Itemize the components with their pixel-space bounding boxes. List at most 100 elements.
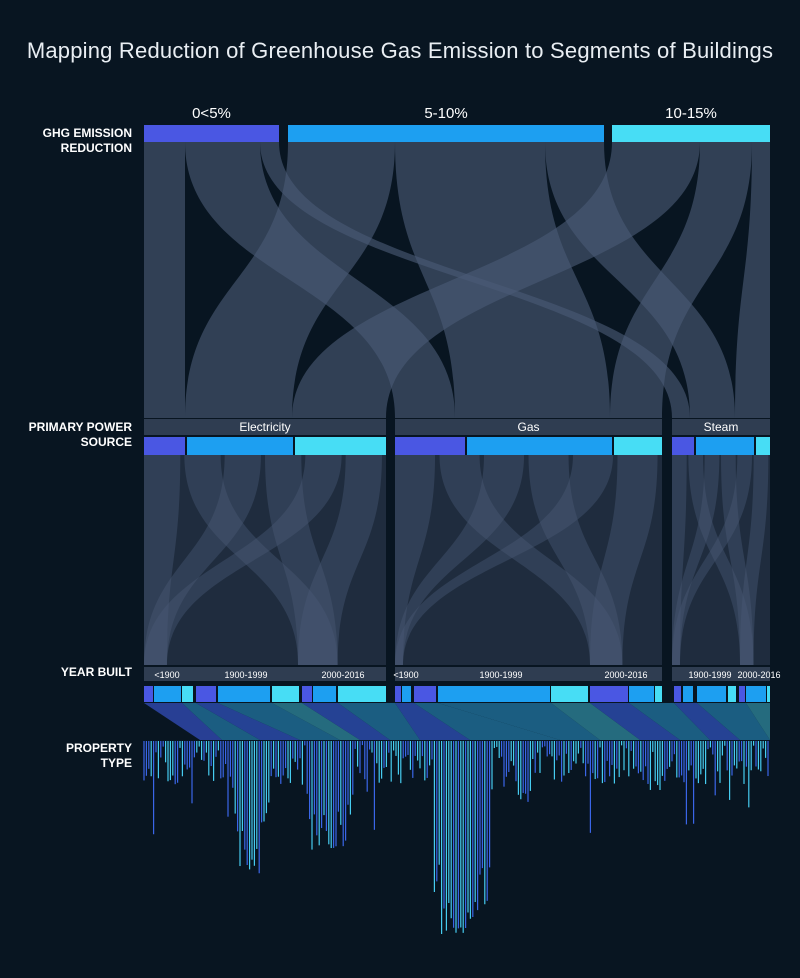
year-reduction-segment xyxy=(338,686,386,702)
year-to-property-connector xyxy=(144,703,222,740)
ghg-reduction-label: 10-15% xyxy=(665,105,717,122)
year-to-property-connector xyxy=(196,703,300,740)
year-to-property-connector xyxy=(697,703,770,740)
power-to-year-flow xyxy=(144,455,261,665)
power-label-line1: PRIMARY POWER xyxy=(28,420,132,434)
power-reduction-segment xyxy=(756,437,770,455)
property-label-line1: PROPERTY xyxy=(65,741,132,755)
year-to-property-connector xyxy=(302,703,390,740)
year-built-label: 2000-2016 xyxy=(321,670,364,680)
year-to-property-connector xyxy=(674,703,740,740)
power-source-label: Electricity xyxy=(239,420,290,434)
power-reduction-segment xyxy=(696,437,754,455)
ghg-label-line2: REDUCTION xyxy=(60,141,132,155)
year-reduction-segment xyxy=(182,686,193,702)
year-to-property-connector xyxy=(438,703,600,740)
power-source-band xyxy=(144,419,386,435)
year-built-band xyxy=(144,667,386,681)
year-reduction-segment xyxy=(154,686,181,702)
year-reduction-segment xyxy=(302,686,312,702)
reduction-to-power-flow xyxy=(185,142,395,418)
ghg-reduction-bar xyxy=(288,125,604,142)
ghg-reduction-label: 5-10% xyxy=(424,105,467,122)
power-to-year-flow xyxy=(144,455,386,665)
power-to-year-flow xyxy=(672,455,720,665)
year-reduction-segment xyxy=(313,686,336,702)
power-source-label: Gas xyxy=(517,420,539,434)
year-built-band xyxy=(395,667,662,681)
reduction-to-power-flow xyxy=(735,142,770,418)
year-reduction-segment xyxy=(551,686,588,702)
year-reduction-segment xyxy=(590,686,628,702)
power-reduction-segment xyxy=(467,437,612,455)
year-reduction-segment xyxy=(395,686,401,702)
power-source-label: Steam xyxy=(704,420,739,434)
reduction-to-power-flow xyxy=(292,142,700,418)
year-reduction-segment xyxy=(746,686,766,702)
year-to-property-connector xyxy=(272,703,360,740)
year-to-property-connector xyxy=(182,703,260,740)
year-reduction-segment xyxy=(728,686,736,702)
year-reduction-segment xyxy=(438,686,550,702)
ghg-reduction-row-label: GHG EMISSION REDUCTION xyxy=(22,126,132,156)
year-to-property-connector xyxy=(395,703,470,740)
power-to-year-flow xyxy=(688,455,754,665)
power-source-band xyxy=(395,419,662,435)
power-to-year-flow xyxy=(395,455,614,665)
power-source-band xyxy=(672,419,770,435)
power-to-year-flow xyxy=(528,455,623,665)
ghg-reduction-bar xyxy=(612,125,770,142)
power-to-year-flow xyxy=(590,455,658,665)
year-built-label: 2000-2016 xyxy=(737,670,780,680)
year-built-label: <1900 xyxy=(393,670,418,680)
power-to-year-flow xyxy=(184,455,338,665)
year-reduction-segment xyxy=(674,686,681,702)
year-built-label: 1900-1999 xyxy=(224,670,267,680)
reduction-to-power-flow xyxy=(144,142,185,418)
power-label-line2: SOURCE xyxy=(80,435,132,449)
year-reduction-segment xyxy=(414,686,436,702)
power-to-year-flow xyxy=(298,455,382,665)
chart-title: Mapping Reduction of Greenhouse Gas Emis… xyxy=(26,38,774,63)
power-reduction-segment xyxy=(395,437,465,455)
power-reduction-segment xyxy=(187,437,293,455)
ghg-label-line1: GHG EMISSION xyxy=(42,126,132,140)
year-reduction-segment xyxy=(655,686,662,702)
power-to-year-flow xyxy=(721,455,754,665)
property-label-line2: TYPE xyxy=(100,756,132,770)
power-to-year-flow xyxy=(395,455,662,665)
power-to-year-flow xyxy=(144,455,181,665)
year-built-label: 2000-2016 xyxy=(604,670,647,680)
power-to-year-flow xyxy=(439,455,623,665)
year-reduction-segment xyxy=(767,686,770,702)
year-to-property-connector xyxy=(746,703,770,740)
power-to-year-flow xyxy=(672,455,770,665)
year-built-label: 1900-1999 xyxy=(688,670,731,680)
year-built-row-label: YEAR BUILT xyxy=(60,665,132,679)
power-reduction-segment xyxy=(614,437,662,455)
year-reduction-segment xyxy=(402,686,411,702)
power-to-year-flow xyxy=(672,455,687,665)
ghg-reduction-bar xyxy=(144,125,279,142)
power-reduction-segment xyxy=(295,437,386,455)
power-to-year-flow xyxy=(672,455,753,665)
ghg-reduction-label: 0<5% xyxy=(192,105,231,122)
year-to-property-connector xyxy=(590,703,680,740)
year-to-property-connector xyxy=(338,703,420,740)
power-to-year-flow xyxy=(265,455,338,665)
power-source-row-label: PRIMARY POWER SOURCE xyxy=(22,420,132,450)
year-reduction-segment xyxy=(272,686,299,702)
year-to-property-connector xyxy=(551,703,640,740)
year-to-property-connector xyxy=(218,703,340,740)
year-reduction-segment xyxy=(218,686,270,702)
power-to-year-flow xyxy=(740,455,769,665)
property-type-row-label: PROPERTY TYPE xyxy=(22,741,132,771)
year-built-band xyxy=(672,667,770,681)
year-reduction-segment xyxy=(739,686,745,702)
power-to-year-flow xyxy=(395,455,436,665)
year-reduction-segment xyxy=(144,686,153,702)
power-reduction-segment xyxy=(144,437,185,455)
year-reduction-segment xyxy=(697,686,726,702)
year-to-property-connector xyxy=(414,703,560,740)
